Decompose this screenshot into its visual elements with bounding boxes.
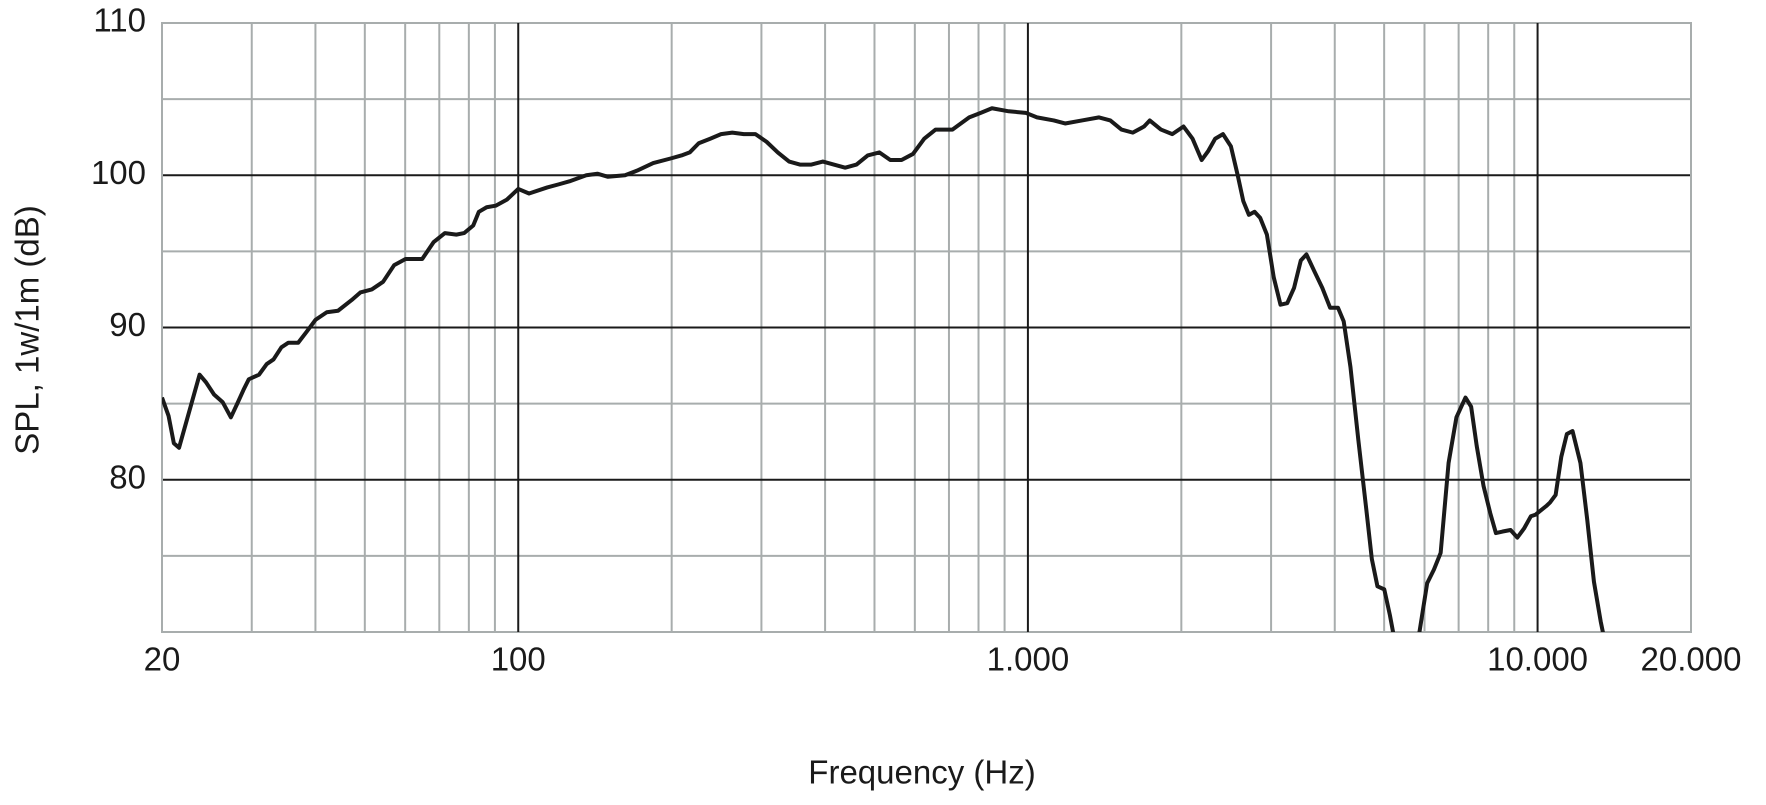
y-axis-title: SPL, 1w/1m (dB) [9, 205, 46, 454]
response-line [162, 106, 1605, 632]
y-tick-label: 80 [109, 458, 146, 495]
x-tick-label: 1.000 [987, 641, 1070, 678]
x-tick-label: 10.000 [1487, 641, 1588, 678]
x-axis-title: Frequency (Hz) [808, 754, 1035, 791]
y-tick-label: 100 [91, 154, 146, 191]
y-tick-label: 90 [109, 306, 146, 343]
x-tick-label: 20 [144, 641, 181, 678]
y-tick-label: 110 [93, 2, 146, 39]
x-tick-label: 100 [491, 641, 546, 678]
x-tick-label: 20.000 [1641, 641, 1742, 678]
